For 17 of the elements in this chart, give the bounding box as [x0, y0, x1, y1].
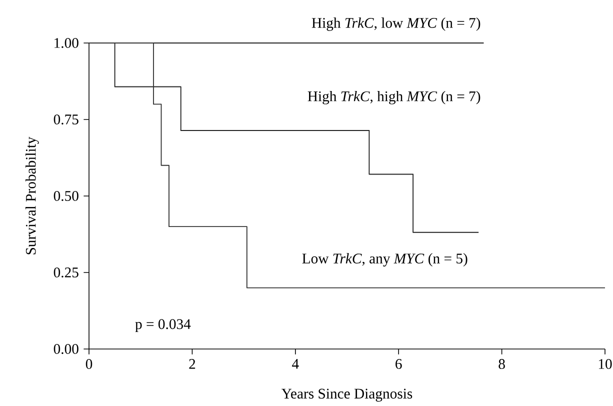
series-label: High TrkC, high MYC (n = 7) [308, 90, 480, 104]
x-tick-label: 8 [498, 359, 505, 369]
x-tick-label: 6 [396, 359, 402, 369]
x-tick-label: 10 [598, 359, 612, 369]
y-tick-label: 0.25 [54, 268, 78, 278]
y-tick-label: 0.75 [54, 114, 78, 124]
y-tick-label: 1.00 [54, 38, 78, 48]
series-label: Low TrkC, any MYC (n = 5) [302, 253, 468, 266]
annotation: p = 0.034 [135, 319, 191, 332]
x-axis-title: Years Since Diagnosis [282, 388, 412, 402]
x-tick-label: 2 [189, 359, 196, 369]
x-tick-label: 4 [292, 359, 299, 369]
series-label: High TrkC, low MYC (n = 7) [312, 18, 480, 31]
x-tick-label: 0 [86, 359, 92, 369]
y-tick-label: 0.00 [54, 344, 78, 354]
y-axis-title: Survival Probability [25, 136, 39, 254]
y-tick-label: 0.50 [54, 191, 78, 201]
